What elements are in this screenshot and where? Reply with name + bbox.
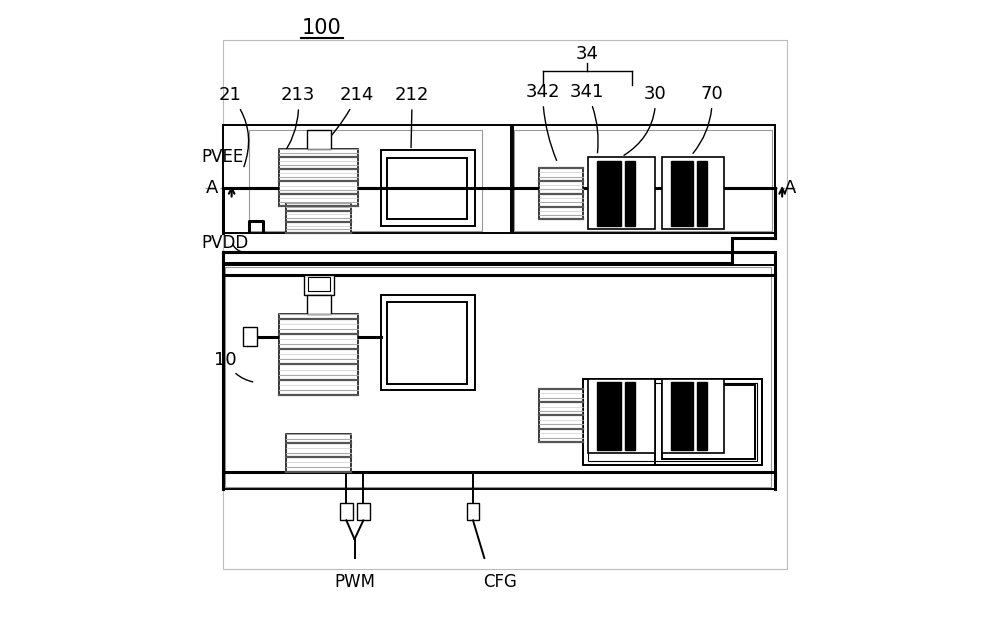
Bar	[279, 314, 358, 395]
Bar	[513, 125, 775, 233]
Bar	[340, 503, 353, 520]
Text: 214: 214	[320, 87, 374, 147]
Bar	[697, 382, 707, 450]
Bar	[243, 327, 257, 346]
Text: PWM: PWM	[334, 573, 375, 591]
Bar	[286, 434, 351, 472]
Bar	[588, 157, 655, 229]
Text: 100: 100	[301, 18, 341, 38]
Text: CFG: CFG	[483, 573, 517, 591]
Bar	[588, 379, 655, 453]
Text: 70: 70	[693, 85, 723, 154]
Bar	[625, 161, 635, 226]
Bar	[279, 149, 358, 206]
Bar	[225, 267, 771, 487]
Bar	[308, 277, 330, 291]
Text: 341: 341	[569, 83, 604, 153]
Text: 10: 10	[214, 351, 253, 382]
Text: 213: 213	[281, 87, 315, 157]
Text: PVDD: PVDD	[202, 234, 249, 252]
Text: A: A	[783, 179, 796, 197]
Bar	[662, 379, 724, 453]
Bar	[387, 302, 467, 384]
Text: 342: 342	[525, 83, 560, 161]
Bar	[539, 168, 583, 219]
Bar	[307, 295, 331, 314]
Bar	[588, 383, 757, 461]
Bar	[381, 295, 475, 390]
Bar	[467, 503, 479, 520]
Bar	[655, 379, 762, 465]
Bar	[307, 130, 331, 149]
Bar	[223, 40, 787, 569]
Bar	[539, 389, 583, 442]
Bar	[697, 161, 707, 226]
Bar	[625, 382, 635, 450]
Bar	[286, 203, 351, 233]
Bar	[597, 382, 621, 450]
Bar	[223, 265, 775, 489]
Text: PVEE: PVEE	[202, 148, 244, 166]
Bar	[583, 379, 762, 465]
Bar	[357, 503, 370, 520]
Bar	[662, 385, 755, 459]
Bar	[381, 150, 475, 226]
Bar	[597, 161, 621, 226]
Bar	[662, 157, 724, 229]
Text: 30: 30	[624, 85, 667, 155]
Bar	[387, 158, 467, 219]
Text: 21: 21	[219, 87, 249, 167]
Bar	[671, 382, 693, 450]
Bar	[671, 161, 693, 226]
Bar	[249, 130, 482, 231]
Text: 212: 212	[395, 87, 429, 148]
Bar	[514, 130, 772, 231]
Text: 34: 34	[576, 45, 599, 63]
Text: A: A	[205, 179, 218, 197]
Bar	[304, 275, 334, 295]
Bar	[223, 125, 511, 233]
